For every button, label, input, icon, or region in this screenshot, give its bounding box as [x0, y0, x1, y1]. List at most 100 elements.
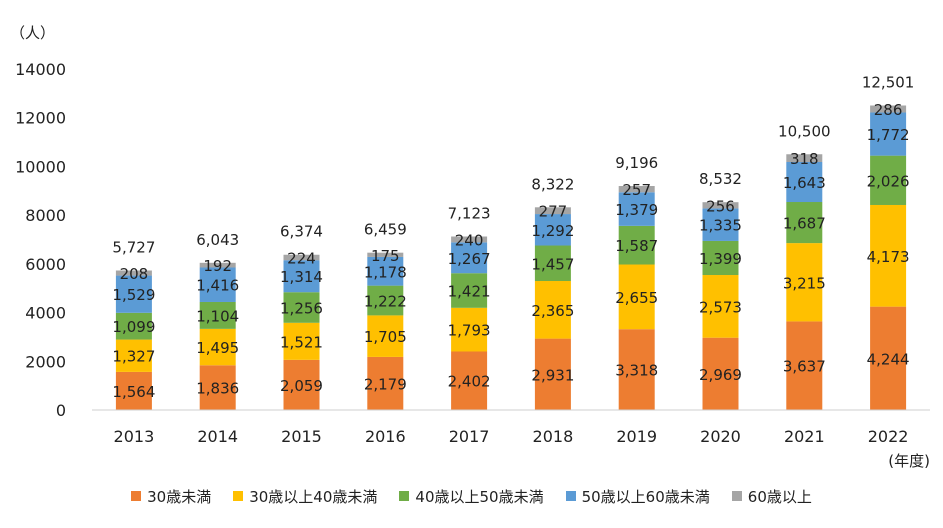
stacked-bar-chart: （人） 0 2000 4000 6000 8000 10000 12000 14000 201…	[10, 24, 930, 470]
segment-value-label: 208	[120, 265, 149, 283]
segment-value-label: 1,587	[615, 237, 658, 255]
x-axis-ticks: 2013 2014 2015 2016 2017 2018 2019 2020 2021 2022	[114, 427, 909, 446]
x-tick-label: 2020	[700, 427, 741, 446]
bar-segment	[870, 155, 907, 205]
segment-value-label: 1,793	[448, 322, 491, 340]
bar-segment	[870, 105, 907, 113]
x-tick-label: 2017	[449, 427, 490, 446]
total-value-label: 8,532	[699, 170, 742, 188]
bar-segment	[786, 202, 823, 244]
segment-value-label: 1,495	[196, 339, 239, 357]
bar-segment	[367, 256, 404, 286]
y-tick-label: 2000	[25, 352, 66, 371]
segment-value-label: 1,292	[531, 222, 574, 240]
segment-value-label: 1,564	[112, 383, 155, 401]
bar-segment	[451, 307, 488, 352]
bar-segment	[870, 204, 907, 307]
segment-value-label: 1,457	[531, 255, 574, 273]
segment-value-label: 1,222	[364, 293, 407, 311]
x-tick-label: 2021	[784, 427, 825, 446]
bar-segment	[199, 301, 236, 329]
x-tick-label: 2013	[114, 427, 155, 446]
bar-segment	[283, 260, 320, 293]
bar-segment	[283, 359, 320, 410]
bar-segment	[702, 208, 739, 241]
bar-segment	[618, 186, 655, 193]
legend-item: 50歳以上60歳未満	[565, 486, 710, 507]
legend-swatch	[131, 491, 142, 501]
bar-segment	[283, 292, 320, 323]
bars	[115, 105, 907, 410]
segment-value-label: 1,379	[615, 201, 658, 219]
x-tick-label: 2015	[281, 427, 322, 446]
segment-value-label: 2,365	[531, 302, 574, 320]
segment-value-label: 2,179	[364, 375, 407, 393]
bar-segment	[115, 312, 152, 340]
bar-segment	[786, 161, 823, 203]
bar-segment	[367, 285, 404, 316]
y-tick-label: 0	[56, 401, 66, 420]
x-axis-unit-label: (年度)	[888, 452, 930, 470]
total-value-label: 6,459	[364, 221, 407, 239]
segment-value-label: 1,327	[112, 348, 155, 366]
bar-segment	[534, 214, 571, 246]
segment-value-label: 4,244	[867, 350, 910, 368]
segment-value-label: 224	[287, 249, 316, 267]
legend-swatch	[731, 491, 742, 501]
segment-value-label: 1,099	[112, 318, 155, 336]
segment-value-label: 1,399	[699, 250, 742, 268]
bar-segment	[534, 338, 571, 410]
bar-segment	[534, 245, 571, 282]
bar-segment	[451, 236, 488, 243]
segment-value-label: 1,256	[280, 300, 323, 318]
segment-value-label: 2,402	[448, 373, 491, 391]
legend-item: 30歳未満	[131, 486, 211, 507]
segment-value-label: 2,969	[699, 366, 742, 384]
bar-segment	[786, 154, 823, 162]
bar-segment	[115, 371, 152, 410]
bar-segment	[702, 275, 739, 338]
x-tick-label: 2016	[365, 427, 406, 446]
total-value-label: 12,501	[862, 74, 915, 92]
bar-segment	[618, 192, 655, 226]
segment-value-label: 286	[874, 101, 903, 119]
segment-value-label: 240	[455, 231, 484, 249]
segment-value-label: 1,521	[280, 333, 323, 351]
x-tick-label: 2022	[868, 427, 909, 446]
segment-value-label: 2,931	[531, 366, 574, 384]
bar-segment	[786, 321, 823, 410]
legend: 30歳未満 30歳以上40歳未満 40歳以上50歳未満 50歳以上60歳未満 60歳以上	[0, 484, 943, 508]
y-axis-ticks: 0 2000 4000 6000 8000 10000 12000 14000	[15, 60, 66, 420]
segment-value-label: 192	[203, 257, 232, 275]
segment-value-label: 1,529	[112, 286, 155, 304]
total-value-label: 6,374	[280, 223, 323, 241]
legend-swatch	[233, 491, 244, 501]
segment-value-label: 1,416	[196, 277, 239, 295]
legend-label: 60歳以上	[747, 487, 812, 506]
x-tick-label: 2014	[197, 427, 238, 446]
legend-item: 40歳以上50歳未満	[399, 486, 544, 507]
total-labels: 5,727 6,043 6,374 6,459 7,123 8,322 9,196 8,532…	[112, 74, 914, 257]
segment-value-label: 277	[539, 203, 568, 221]
bar-segment	[367, 315, 404, 357]
bar-segment	[199, 267, 236, 302]
segment-value-label: 1,772	[867, 126, 910, 144]
bar-segment	[367, 252, 404, 257]
segment-value-label: 318	[790, 150, 819, 168]
bar-segment	[199, 328, 236, 366]
bar-segment	[115, 339, 152, 372]
total-value-label: 8,322	[531, 175, 574, 193]
segment-value-label: 1,687	[783, 215, 826, 233]
total-value-label: 5,727	[112, 239, 155, 257]
segment-value-label: 1,178	[364, 263, 407, 281]
x-tick-label: 2019	[616, 427, 657, 446]
bar-segment	[534, 281, 571, 339]
y-tick-label: 10000	[15, 157, 66, 176]
segment-value-label: 2,059	[280, 377, 323, 395]
y-tick-label: 6000	[25, 255, 66, 274]
bar-segment	[367, 356, 404, 410]
segment-value-label: 1,705	[364, 328, 407, 346]
legend-swatch	[399, 491, 410, 501]
legend-label: 30歳以上40歳未満	[249, 487, 378, 506]
total-value-label: 9,196	[615, 154, 658, 172]
